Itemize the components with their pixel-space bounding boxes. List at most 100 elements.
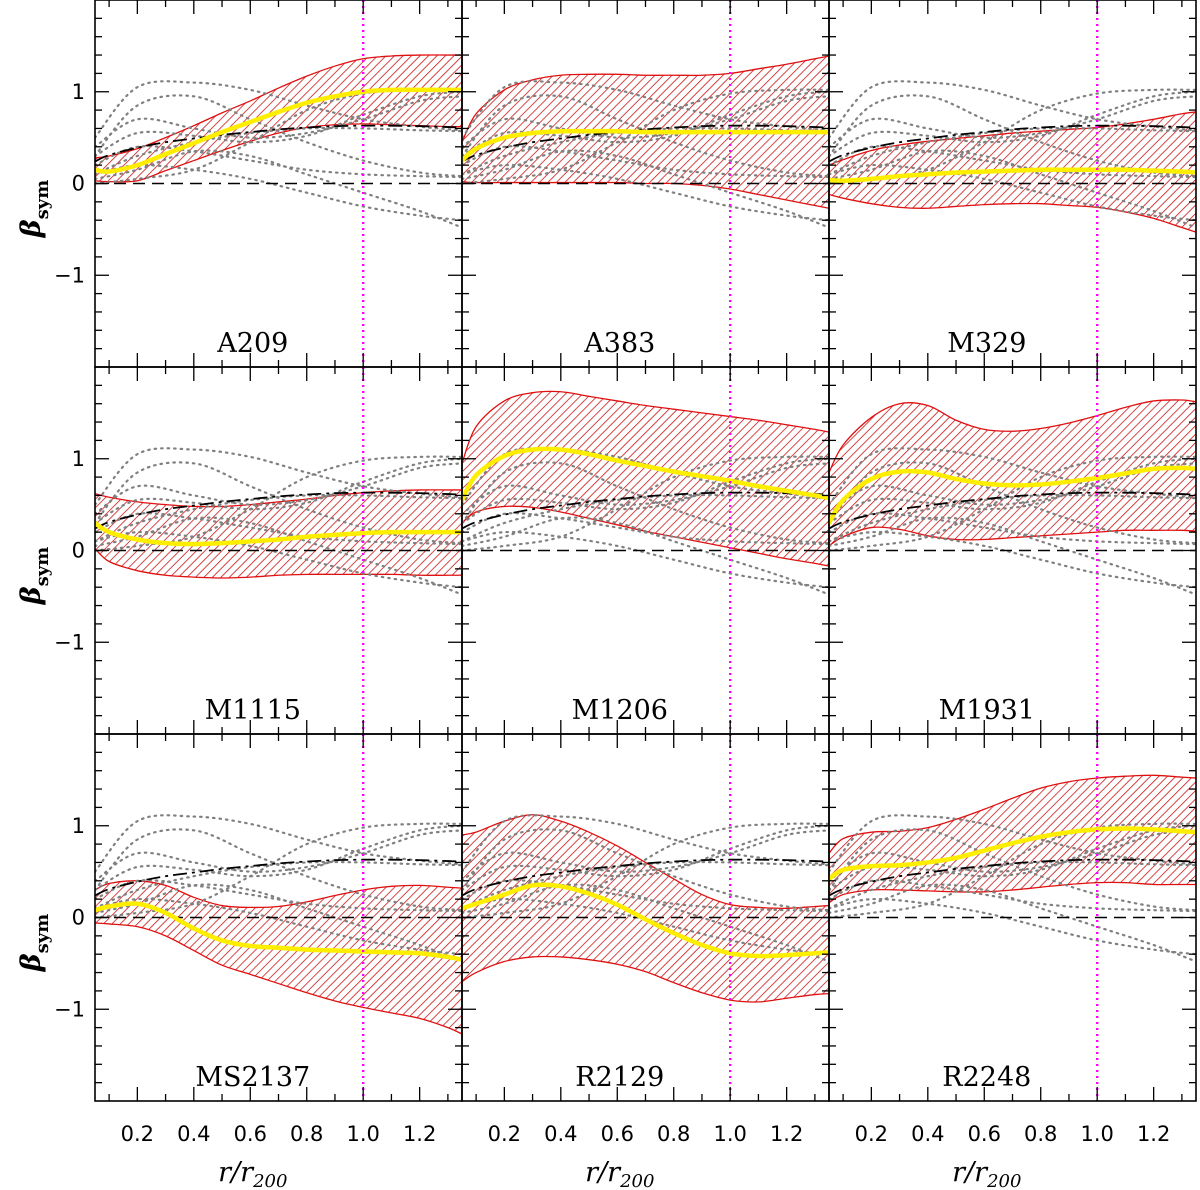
other-cluster-curve <box>829 883 1196 963</box>
ticks <box>95 0 462 367</box>
panel-label: M329 <box>947 328 1026 359</box>
band-upper-edge <box>462 390 829 464</box>
other-cluster-curve <box>95 822 462 919</box>
other-cluster-curve <box>95 897 462 956</box>
panel-m1931: M1931 <box>828 366 1197 735</box>
scatter-band <box>829 775 1196 903</box>
band-upper-edge <box>462 55 829 143</box>
y-tick-label: 0 <box>72 172 85 196</box>
band-lower-edge <box>462 181 829 209</box>
x-tick-label: 1.0 <box>713 1122 746 1146</box>
other-cluster-curve <box>95 90 462 158</box>
scatter-band <box>462 391 829 567</box>
other-cluster-curve <box>829 95 1196 148</box>
x-tick-label: 0.4 <box>911 1122 944 1146</box>
x-tick-label: 1.2 <box>1137 1122 1170 1146</box>
x-tick-label: 0.2 <box>855 1122 888 1146</box>
ticks <box>829 0 1196 367</box>
y-tick-label: 0 <box>72 906 85 930</box>
x-tick-label: 0.8 <box>290 1122 323 1146</box>
plot-area <box>462 734 829 1101</box>
band-lower-edge <box>829 193 1196 233</box>
other-cluster-curve <box>829 88 1196 185</box>
plot-area <box>95 367 462 734</box>
panel-label: M1206 <box>572 695 668 726</box>
other-cluster-curve <box>462 897 829 956</box>
other-cluster-curve <box>829 828 1196 912</box>
other-cluster-curve <box>829 822 1196 919</box>
other-cluster-curve <box>462 829 829 882</box>
panel-m329: M329 <box>828 0 1197 368</box>
other-cluster-curve <box>462 462 829 515</box>
plot-area <box>95 734 462 1101</box>
y-tick-label: −1 <box>54 630 85 654</box>
y-axis-title: βsym <box>16 180 53 239</box>
panel-a383: A383 <box>461 0 830 368</box>
other-cluster-curve <box>462 814 829 873</box>
other-cluster-curve <box>462 828 829 912</box>
panel-label: M1931 <box>939 695 1035 726</box>
other-cluster-curve <box>462 516 829 596</box>
x-tick-label: 0.6 <box>234 1122 267 1146</box>
x-tick-label: 0.2 <box>121 1122 154 1146</box>
ticks <box>829 734 1196 1101</box>
ticks <box>829 367 1196 734</box>
plot-area <box>462 367 829 734</box>
panel-r2129: R2129 <box>461 733 830 1102</box>
band-upper-edge <box>95 54 462 159</box>
plot-area <box>462 0 829 367</box>
x-tick-label: 0.8 <box>1024 1122 1057 1146</box>
panel-r2248: R2248 <box>828 733 1197 1102</box>
x-axis-title: r/r200 <box>952 1157 1021 1190</box>
plot-area <box>95 0 462 367</box>
x-tick-label: 1.0 <box>346 1122 379 1146</box>
ticks <box>462 734 829 1101</box>
other-cluster-curve <box>462 94 829 178</box>
other-cluster-curve <box>462 80 829 139</box>
y-axis-title: βsym <box>16 914 53 973</box>
band-upper-edge <box>829 111 1196 166</box>
median-curve <box>95 520 462 547</box>
other-cluster-curve <box>829 80 1196 139</box>
plot-area <box>829 0 1196 367</box>
other-cluster-curve <box>462 455 829 552</box>
other-cluster-curve <box>95 80 462 139</box>
median-curve <box>829 465 1196 526</box>
scatter-band <box>95 489 462 579</box>
x-axis-title: r/r200 <box>585 1157 654 1190</box>
median-curve <box>95 87 462 174</box>
ticks <box>462 0 829 367</box>
other-cluster-curve <box>829 814 1196 873</box>
other-cluster-curve <box>95 447 462 506</box>
ticks <box>95 734 462 1101</box>
x-tick-label: 0.4 <box>177 1122 210 1146</box>
panel-m1115: M1115 <box>94 366 463 735</box>
band-lower-edge <box>829 881 1196 904</box>
panel-label: R2129 <box>575 1062 664 1093</box>
scatter-band <box>829 399 1196 546</box>
panel-m1206: M1206 <box>461 366 830 735</box>
other-cluster-curve <box>829 455 1196 552</box>
panel-label: A209 <box>216 328 288 359</box>
other-cluster-curve <box>462 530 829 589</box>
x-tick-label: 0.8 <box>657 1122 690 1146</box>
x-tick-label: 1.0 <box>1080 1122 1113 1146</box>
other-cluster-curve <box>829 462 1196 515</box>
x-tick-label: 0.6 <box>601 1122 634 1146</box>
other-cluster-curve <box>95 95 462 148</box>
other-cluster-curve <box>95 530 462 589</box>
x-tick-label: 0.6 <box>968 1122 1001 1146</box>
other-cluster-curve <box>95 824 462 892</box>
other-cluster-curve <box>829 897 1196 956</box>
other-cluster-curve <box>95 814 462 873</box>
other-cluster-curve <box>829 90 1196 158</box>
x-tick-label: 1.2 <box>403 1122 436 1146</box>
x-tick-label: 0.4 <box>544 1122 577 1146</box>
y-tick-label: −1 <box>54 997 85 1021</box>
other-cluster-curve <box>462 163 829 222</box>
median-curve <box>829 826 1196 882</box>
x-tick-label: 0.2 <box>488 1122 521 1146</box>
panel-label: A383 <box>583 328 655 359</box>
band-upper-edge <box>829 774 1196 854</box>
